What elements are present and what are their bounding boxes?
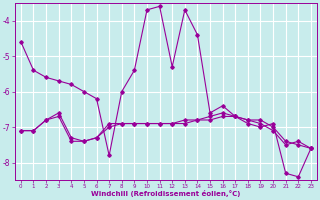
X-axis label: Windchill (Refroidissement éolien,°C): Windchill (Refroidissement éolien,°C) [91, 190, 241, 197]
